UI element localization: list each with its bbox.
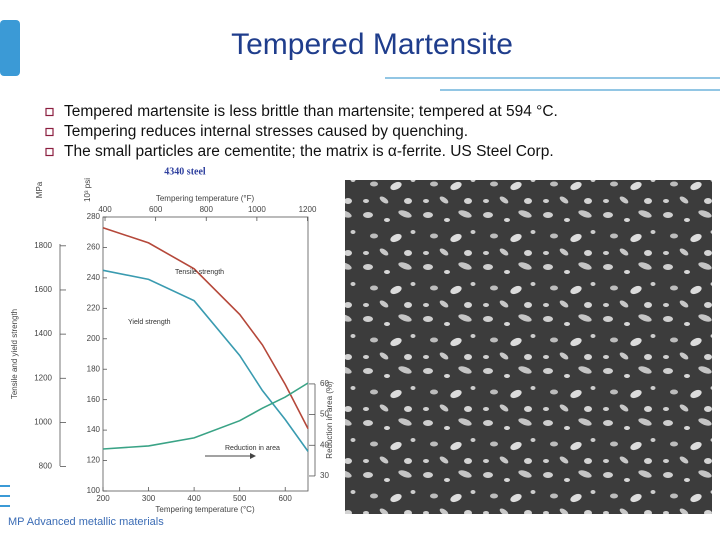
chart-title: 4340 steel	[164, 166, 206, 177]
x-label: Tempering temperature (°C)	[155, 505, 255, 514]
y-tick-label: 240	[87, 273, 101, 282]
x-tick-label: 600	[279, 494, 293, 503]
series-label: Reduction in area	[225, 445, 280, 452]
y-outer-tick-label: 1200	[34, 373, 52, 382]
y2-tick-label: 60	[320, 379, 329, 388]
x-tick-label: 500	[233, 494, 247, 503]
bullet-marker	[45, 147, 54, 157]
y-tick-label: 160	[87, 395, 101, 404]
y2-label: Reduction in area (%)	[325, 381, 334, 459]
y-outer-unit: MPa	[35, 181, 44, 198]
y-unit: 10³ psi	[83, 178, 92, 202]
series-line	[102, 226, 309, 429]
y2-tick-label: 40	[320, 440, 329, 449]
x-top-tick-label: 1000	[248, 205, 266, 214]
micrograph	[345, 180, 712, 514]
bullet-text: Tempered martensite is less brittle than…	[64, 103, 558, 120]
y-tick-label: 220	[87, 303, 101, 312]
y2-tick-label: 30	[320, 471, 329, 480]
series-label: Tensile strength	[175, 269, 224, 276]
y-outer-tick-label: 1000	[34, 418, 52, 427]
x-top-tick-label: 600	[149, 205, 163, 214]
bullet-marker	[45, 107, 54, 117]
y-outer-tick-label: 1400	[34, 329, 52, 338]
bullet-marker	[45, 127, 54, 137]
y-tick-label: 260	[87, 243, 101, 252]
y-tick-label: 140	[87, 425, 101, 434]
bullet-text: Tempering reduces internal stresses caus…	[64, 123, 468, 140]
footer: MP Advanced metallic materials	[8, 516, 164, 528]
plot-frame	[102, 216, 309, 492]
accent	[0, 20, 20, 76]
y-label: Tensile and yield strength	[10, 309, 19, 399]
y-outer-tick-label: 1600	[34, 285, 52, 294]
y-tick-label: 120	[87, 456, 101, 465]
x-tick-label: 300	[142, 494, 156, 503]
bullet-list: Tempered martensite is less brittle than…	[45, 103, 558, 160]
y-tick-label: 200	[87, 334, 101, 343]
bullet-text: The small particles are cementite; the m…	[64, 143, 554, 160]
slide-title: Tempered Martensite	[231, 28, 513, 61]
series-line	[102, 269, 309, 452]
y-outer-tick-label: 800	[39, 462, 53, 471]
arrow-head	[250, 453, 256, 459]
x-top-tick-label: 400	[98, 205, 112, 214]
y-tick-label: 280	[87, 212, 101, 221]
x-top-tick-label: 1200	[299, 205, 317, 214]
x-top-label: Tempering temperature (°F)	[156, 194, 255, 203]
x-tick-label: 200	[96, 494, 110, 503]
y-tick-label: 100	[87, 486, 101, 495]
y-tick-label: 180	[87, 364, 101, 373]
y2-tick-label: 50	[320, 410, 329, 419]
x-top-tick-label: 800	[200, 205, 214, 214]
series-label: Yield strength	[128, 319, 171, 326]
series-line	[102, 382, 309, 450]
chart: 4340 steel Tempering temperature (°F) Te…	[10, 166, 334, 514]
y-outer-tick-label: 1800	[34, 241, 52, 250]
x-tick-label: 400	[187, 494, 201, 503]
